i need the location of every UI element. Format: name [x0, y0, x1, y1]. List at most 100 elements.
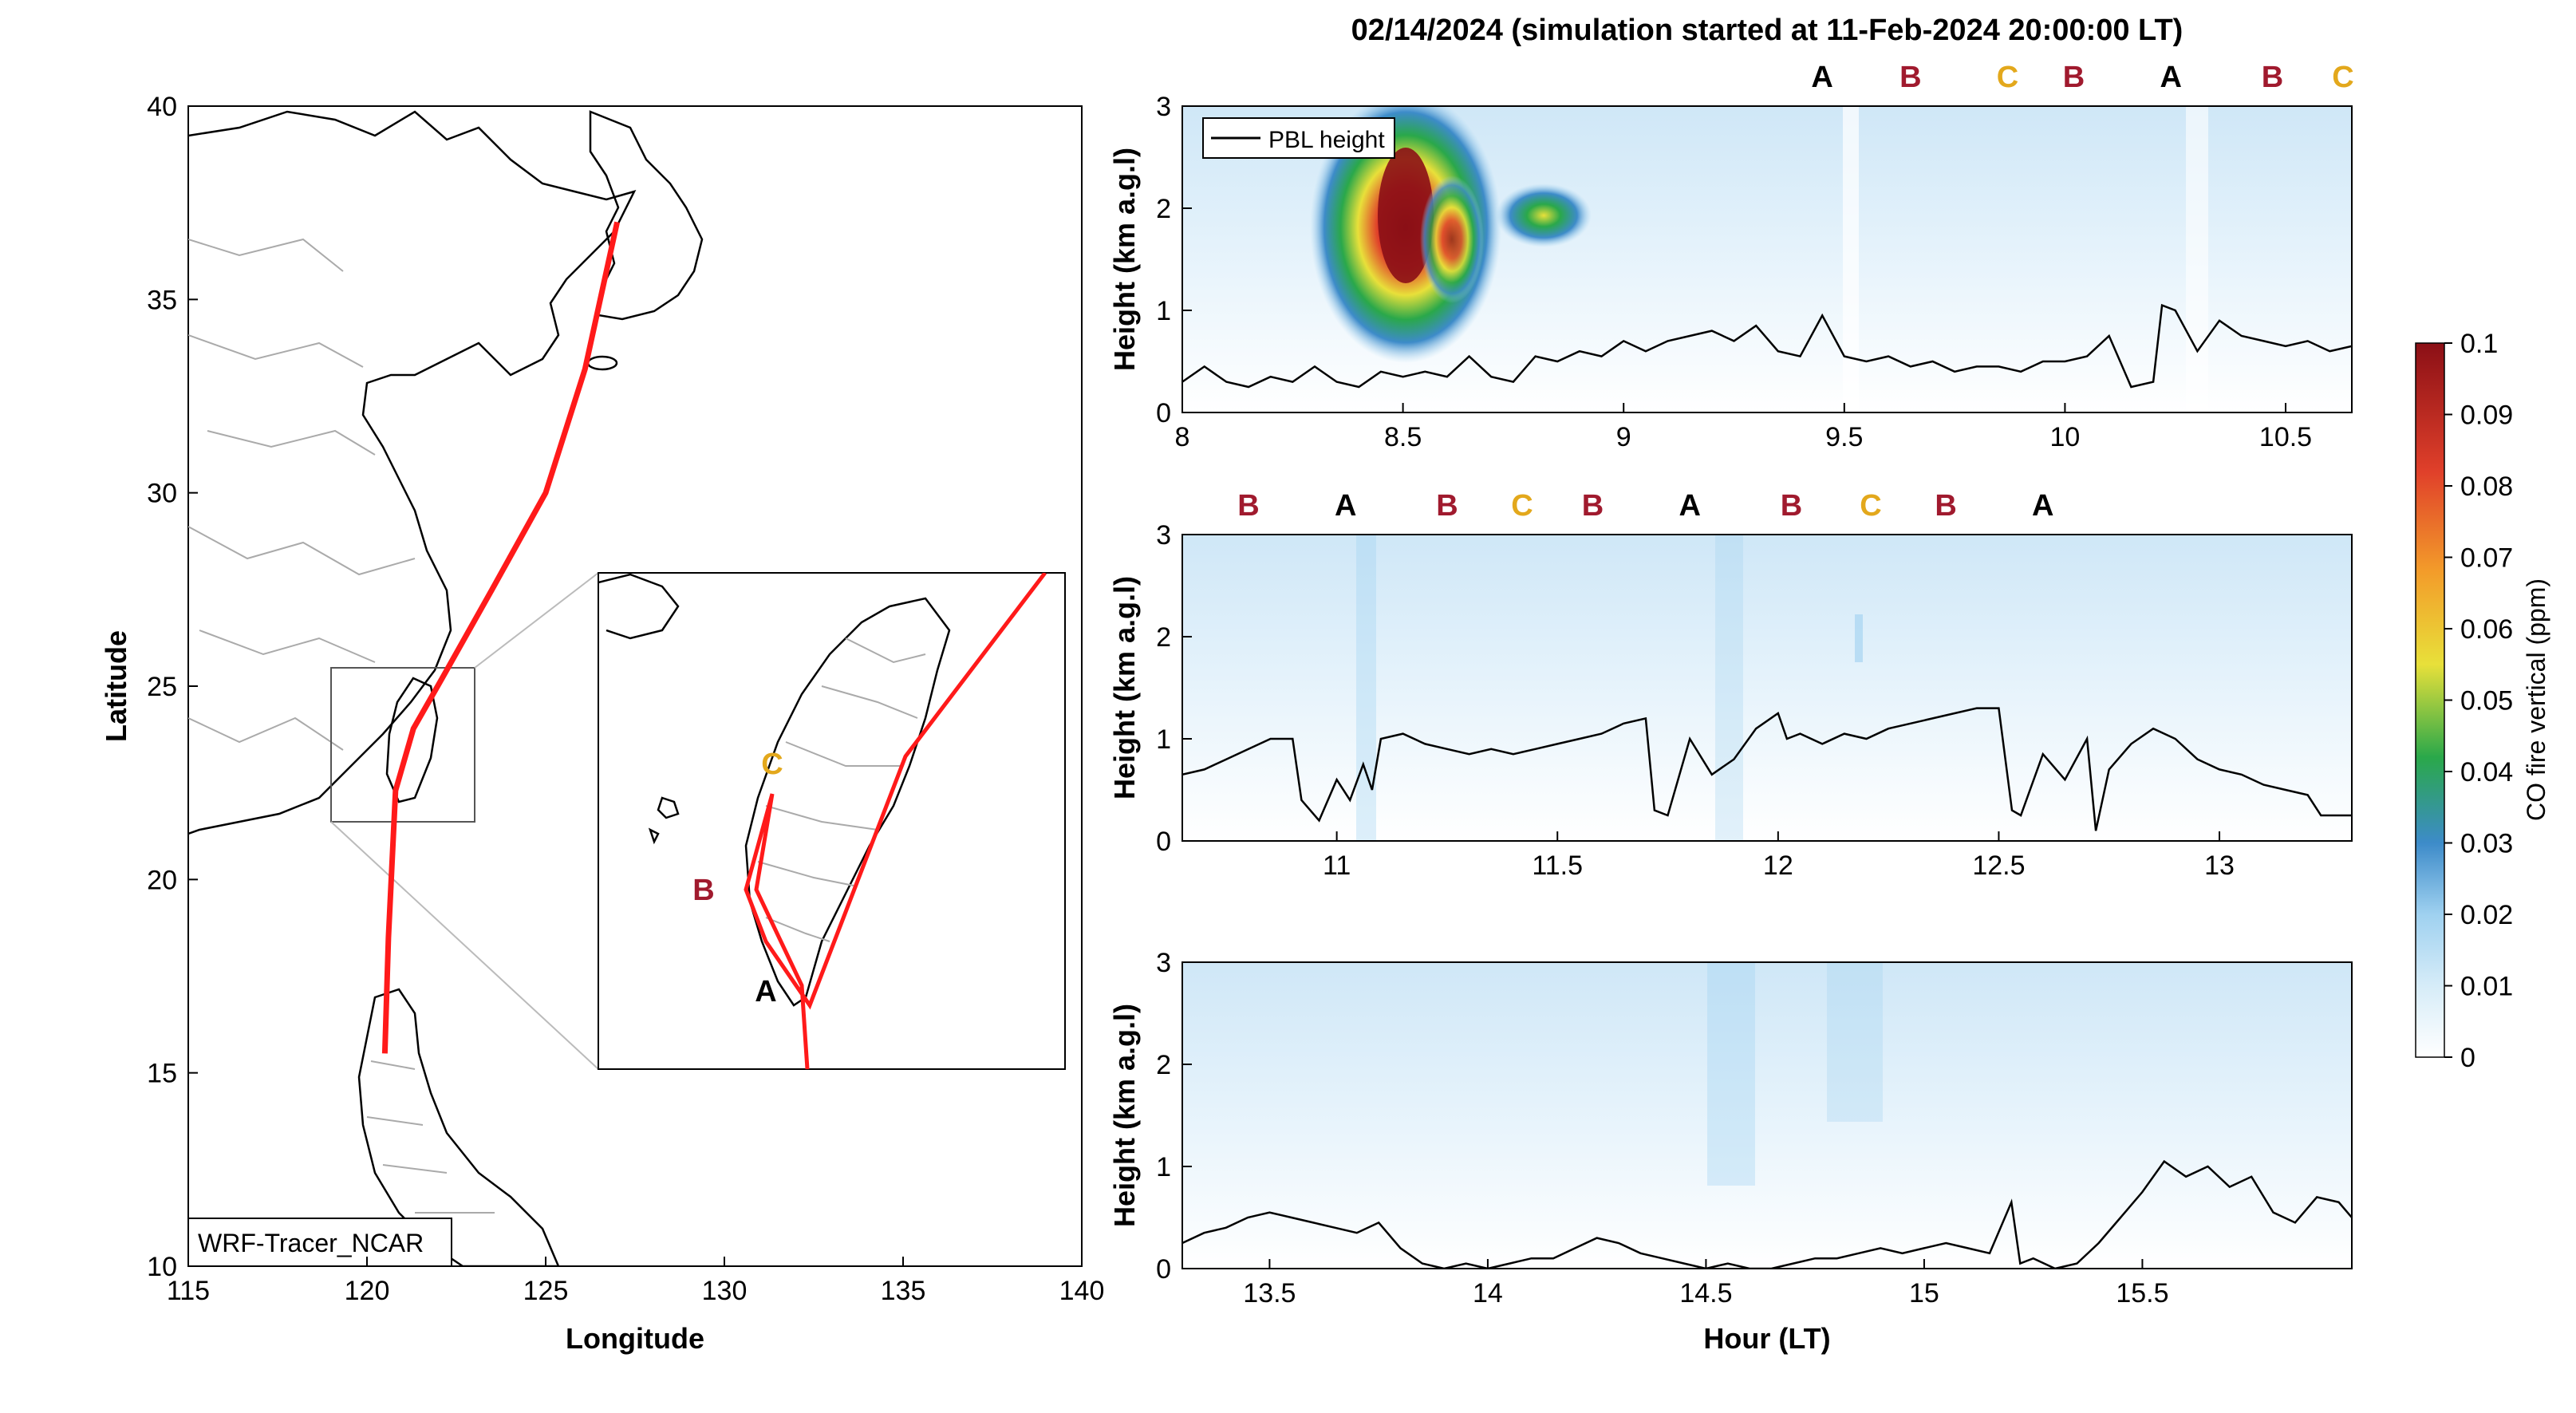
- panel1-location-marker: C: [2332, 61, 2353, 94]
- colorbar-tick-label: 0.01: [2460, 972, 2513, 1002]
- inset-taiwan-coastline: [744, 597, 951, 1007]
- panel3-x-label: Hour (LT): [1703, 1322, 1830, 1355]
- panel3-x-tick-label: 15: [1909, 1278, 1939, 1308]
- panel2-y-ticks: 0 1 2 3: [1156, 520, 1192, 857]
- map-x-tick-label: 135: [881, 1276, 926, 1306]
- panel2-location-marker: B: [1237, 489, 1259, 523]
- panel1-location-marker: B: [2063, 61, 2085, 94]
- colorbar-gradient: [2415, 342, 2445, 1058]
- flight-track: [381, 221, 621, 1054]
- map-y-ticks: 10 15 20 25 30 35 40: [147, 92, 198, 1282]
- colorbar-tick-label: 0.09: [2460, 401, 2513, 431]
- panel2-x-tick-label: 11: [1323, 851, 1351, 881]
- panel3-y-tick-label: 2: [1156, 1050, 1171, 1080]
- panel2-location-marker: C: [1860, 489, 1881, 523]
- panel1-y-label: Height (km a.g.l): [1108, 148, 1141, 371]
- panel1-streak: [2186, 106, 2208, 412]
- panel1-y-tick-label: 3: [1156, 92, 1171, 122]
- panel1-streak: [1843, 106, 1859, 412]
- panel3-axes-frame: [1181, 961, 2353, 1269]
- panel1-streak: [2361, 106, 2385, 412]
- panel1-x-tick-label: 8.5: [1384, 422, 1422, 452]
- panel3-pbl-line: [1182, 1159, 2352, 1269]
- colorbar-tick-label: 0.04: [2460, 757, 2513, 787]
- panel1-x-tick-label: 10: [2050, 422, 2081, 452]
- map-panel: C B A WRF-Tracer_NCAR 115 120 125 130 135 140…: [100, 92, 1104, 1355]
- panel1-y-ticks: 0 1 2 3: [1156, 92, 1192, 428]
- inset-marker-b: B: [692, 874, 714, 907]
- panel3-x-tick-label: 14: [1473, 1278, 1503, 1308]
- panel1-x-tick-label: 8: [1175, 422, 1190, 452]
- map-y-tick-label: 15: [147, 1059, 177, 1089]
- inset-marker-c: C: [761, 748, 783, 781]
- panel3-x-tick-label: 14.5: [1679, 1278, 1732, 1308]
- map-x-tick-label: 115: [167, 1276, 210, 1306]
- panel2-location-marker: B: [1781, 489, 1802, 523]
- map-x-tick-label: 140: [1059, 1276, 1105, 1306]
- panel2-location-marker: A: [1679, 489, 1700, 523]
- map-y-tick-label: 35: [147, 285, 177, 315]
- zoom-box: [330, 667, 475, 823]
- co-plume-east: [1496, 184, 1592, 247]
- panel2-streak: [1855, 614, 1863, 662]
- panel3-y-tick-label: 1: [1156, 1152, 1171, 1182]
- inset-flight-track: [744, 573, 1047, 1069]
- panel2-location-marker: B: [1582, 489, 1604, 523]
- map-coastlines: [188, 110, 704, 1266]
- panel2-x-tick-label: 12: [1763, 851, 1793, 881]
- colorbar-tick-label: 0.07: [2460, 543, 2513, 574]
- co-plume-core: [1378, 148, 1434, 283]
- inset-penghu: [648, 796, 680, 845]
- panel3-y-label: Height (km a.g.l): [1108, 1004, 1141, 1227]
- panel2-y-label: Height (km a.g.l): [1108, 576, 1141, 799]
- china-coastline: [188, 110, 637, 835]
- panel2-axes-frame: [1181, 534, 2353, 842]
- inset-marker-a: A: [755, 975, 776, 1008]
- panel3-y-tick-label: 0: [1156, 1254, 1171, 1285]
- model-label-box: [187, 1218, 452, 1267]
- panel2-y-tick-label: 0: [1156, 827, 1171, 857]
- zoom-connector-bottom: [330, 821, 599, 1070]
- map-x-label: Longitude: [566, 1322, 704, 1355]
- map-y-label: Latitude: [100, 630, 132, 742]
- panel2-location-marker: C: [1511, 489, 1533, 523]
- panel2-y-tick-label: 2: [1156, 622, 1171, 653]
- panel2-background: [1182, 535, 2352, 841]
- colorbar-tick-label: 0.05: [2460, 686, 2513, 716]
- map-y-tick-label: 10: [147, 1252, 177, 1282]
- colorbar-tick-label: 0: [2460, 1043, 2475, 1073]
- colorbar-tick-label: 0.06: [2460, 614, 2513, 645]
- zoom-connector-top: [474, 572, 599, 669]
- panel1-x-tick-label: 9: [1616, 422, 1631, 452]
- colorbar-tick-label: 0.02: [2460, 900, 2513, 930]
- luzon-coastline: [357, 988, 560, 1266]
- map-x-tick-label: 120: [345, 1276, 390, 1306]
- panel2-x-tick-label: 13: [2204, 851, 2235, 881]
- panel1-location-marker: B: [2262, 61, 2283, 94]
- panel1-y-tick-label: 1: [1156, 296, 1171, 326]
- map-y-tick-label: 30: [147, 479, 177, 509]
- map-y-tick-label: 25: [147, 672, 177, 702]
- panel2-streak: [1356, 535, 1376, 841]
- panel2-x-tick-label: 12.5: [1972, 851, 2025, 881]
- panel2-location-marker: A: [2032, 489, 2053, 523]
- panel3-streak: [1827, 962, 1883, 1122]
- panel1-pbl-line: [1182, 303, 2352, 389]
- legend-label: PBL height: [1268, 127, 1385, 153]
- panel3-x-ticks: 13.5 14 14.5 15 15.5: [1243, 1259, 2169, 1308]
- map-y-tick-label: 40: [147, 92, 177, 122]
- colorbar: 0 0.01 0.02 0.03 0.04 0.05 0.06 0.07 0.08 0.09 0.1…: [2415, 329, 2550, 1073]
- panel1-location-marker: C: [1997, 61, 2018, 94]
- panel2-streak: [1715, 535, 1743, 841]
- panel2-x-tick-label: 11.5: [1532, 851, 1583, 881]
- panel1-location-marker: A: [1811, 61, 1832, 94]
- korea-coastline: [589, 110, 704, 321]
- province-boundaries: [188, 238, 416, 751]
- panel2-location-marker: B: [1436, 489, 1458, 523]
- figure-title: 02/14/2024 (simulation started at 11-Feb…: [1351, 14, 2183, 47]
- time-height-panel-1: PBL height A B C B A B C 8 8.5 9 9.5 10 10.5 0 1 2 3 H…: [1108, 61, 2385, 452]
